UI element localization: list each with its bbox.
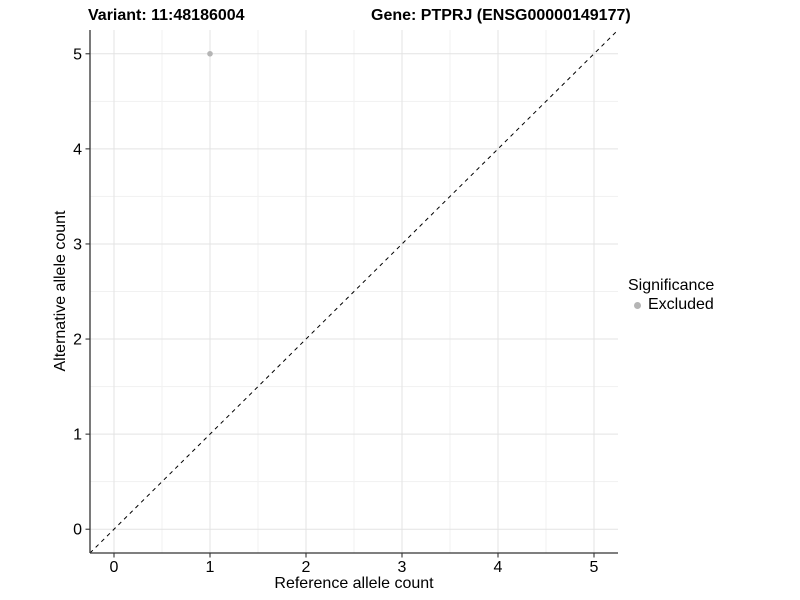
x-tick-label: 2: [302, 559, 311, 576]
x-tick-label: 0: [110, 559, 119, 576]
y-tick-label: 1: [73, 427, 82, 444]
x-tick-label: 4: [494, 559, 503, 576]
legend-entry-excluded: Excluded: [634, 296, 714, 314]
x-tick-label: 3: [398, 559, 407, 576]
x-tick-label: 5: [590, 559, 599, 576]
data-point: [207, 50, 213, 57]
plot-title-variant: Variant: 11:48186004: [88, 7, 245, 24]
legend-title: Significance: [628, 277, 715, 294]
x-tick-label: 1: [206, 559, 215, 576]
plot-title-gene: Gene: PTPRJ (ENSG00000149177): [371, 7, 631, 24]
y-tick-label: 5: [73, 46, 82, 63]
legend-point-icon: [634, 301, 641, 309]
legend-entry-label: Excluded: [648, 296, 714, 313]
y-tick-label: 4: [73, 141, 82, 158]
legend: Significance Excluded: [628, 277, 714, 314]
y-tick-label: 3: [73, 236, 82, 253]
identity-line: [89, 29, 619, 554]
x-axis-title: Reference allele count: [274, 575, 434, 592]
y-axis-title: Alternative allele count: [52, 210, 69, 372]
y-tick-label: 0: [73, 522, 82, 539]
y-tick-label: 2: [73, 332, 82, 349]
